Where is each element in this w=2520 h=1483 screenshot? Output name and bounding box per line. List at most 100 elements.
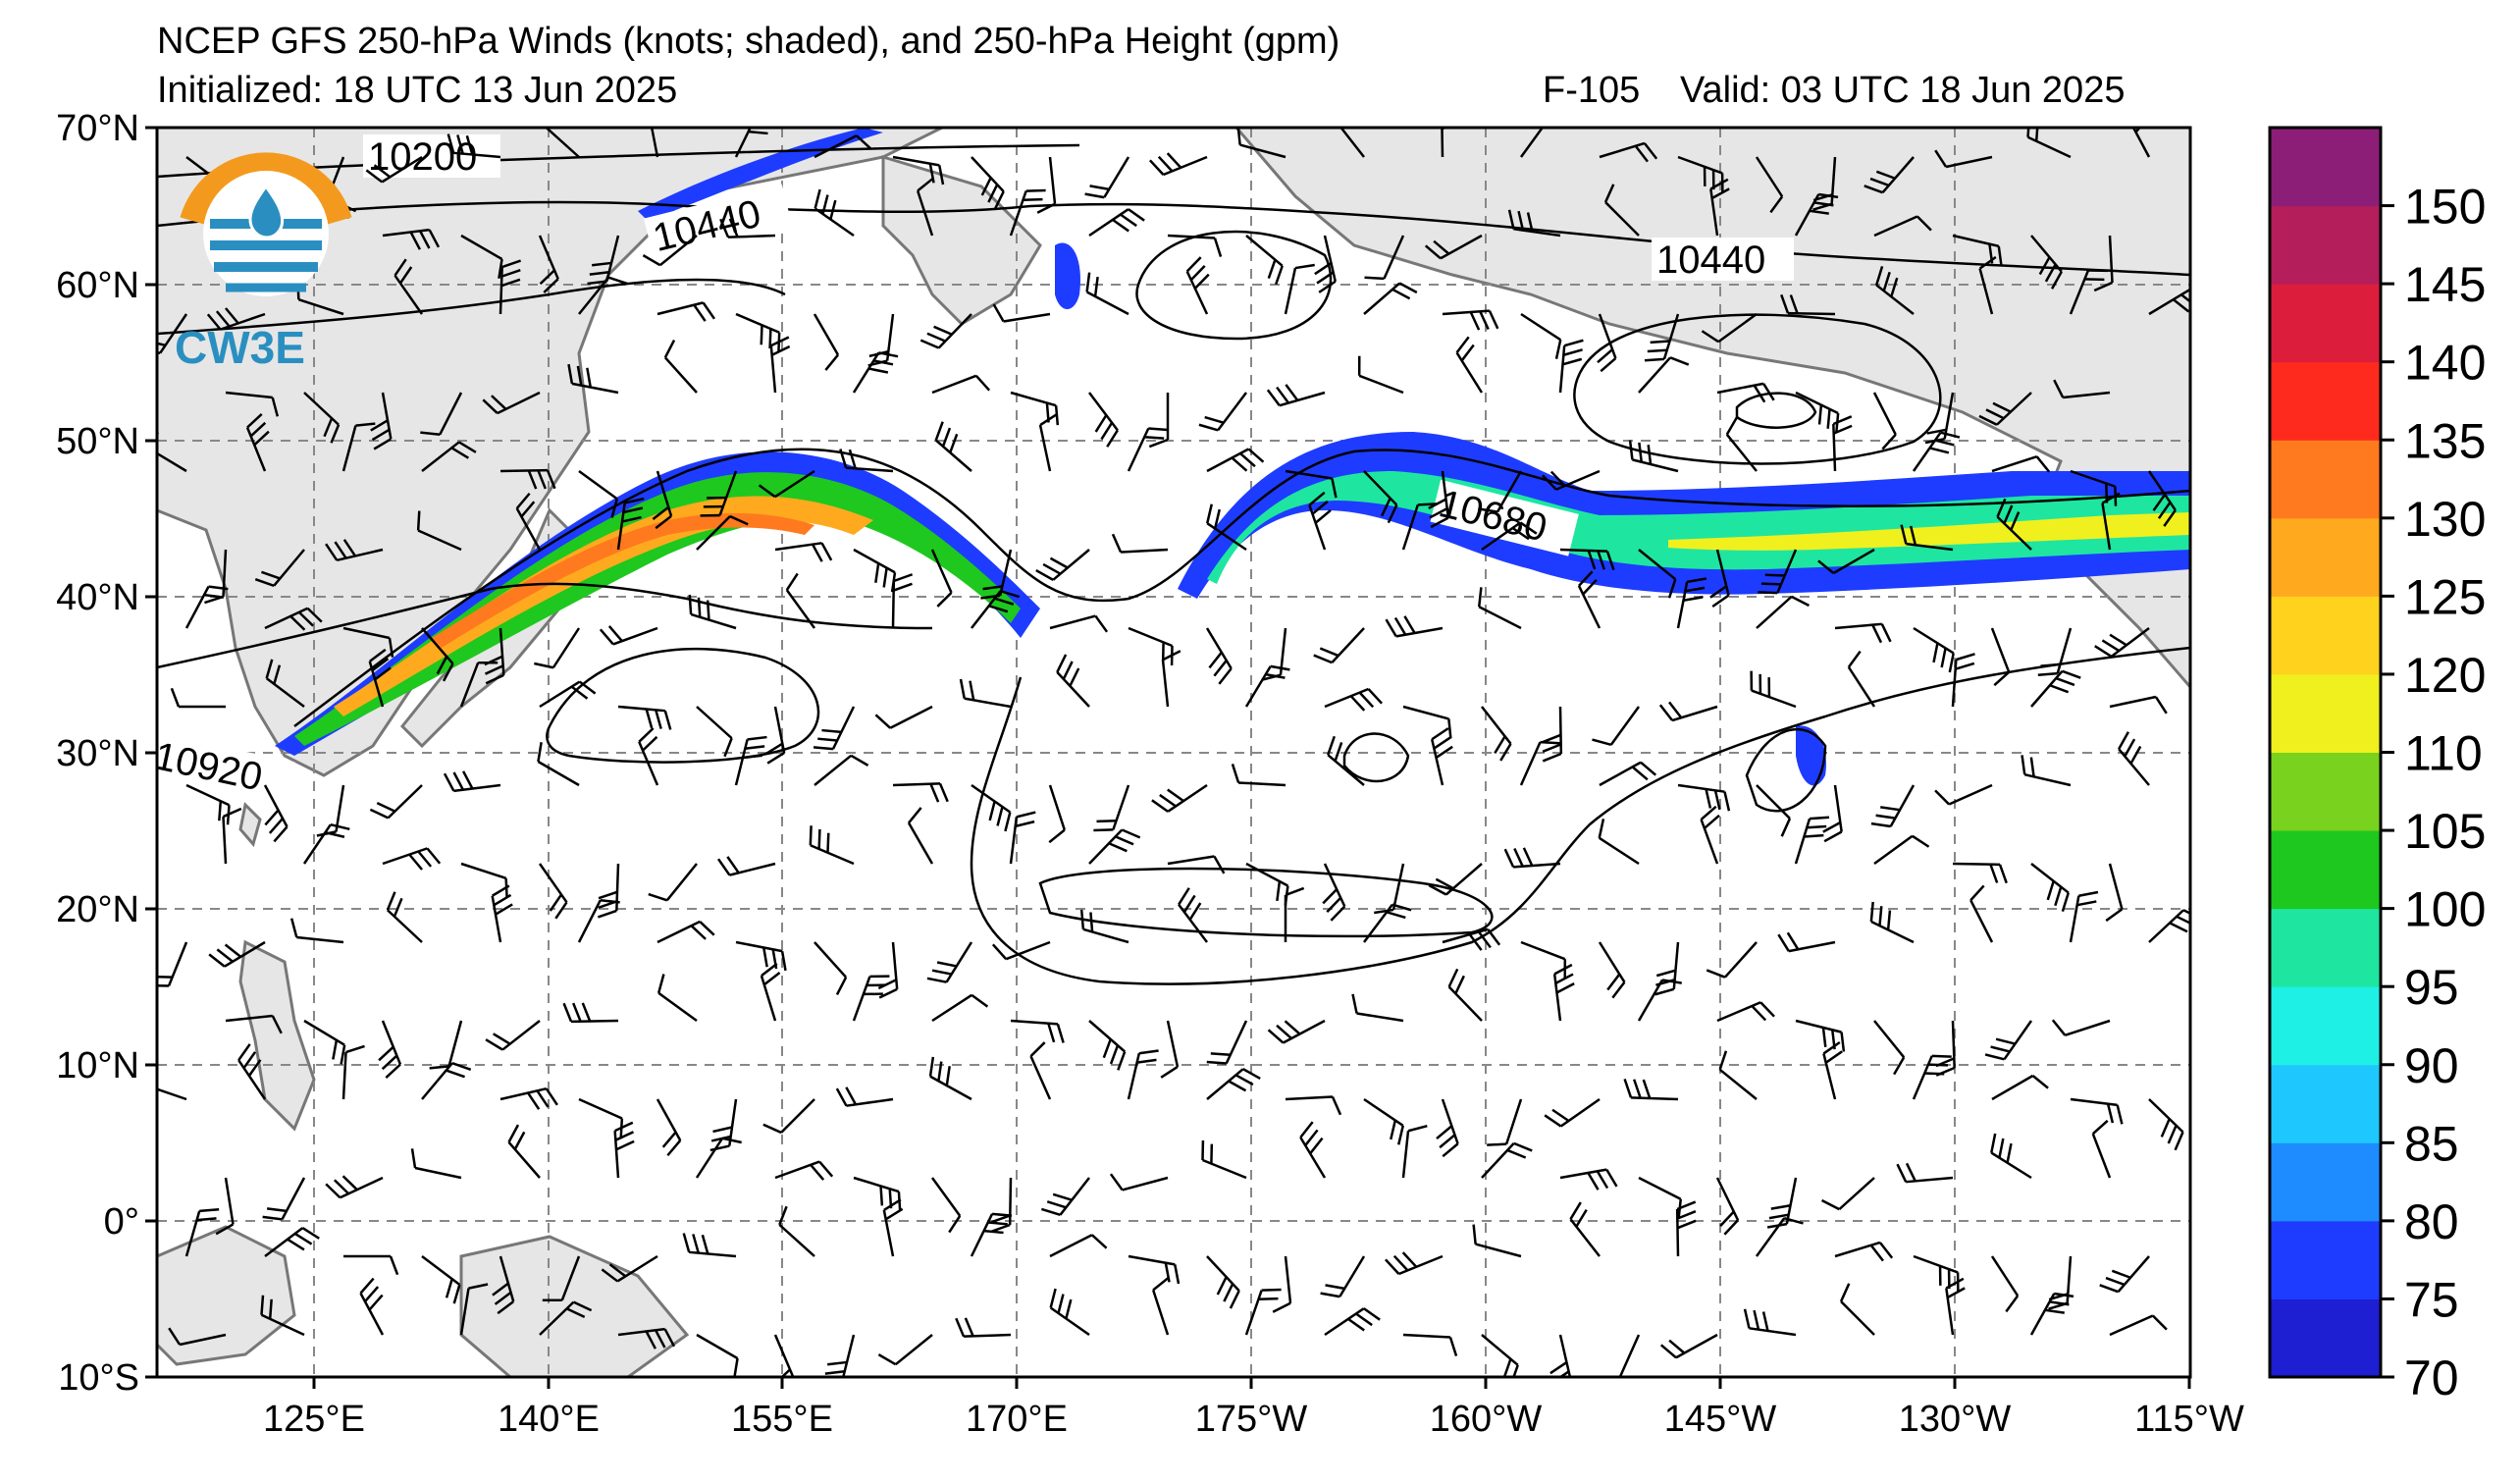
wind-barb xyxy=(1913,626,1955,673)
lon-label: 160°W xyxy=(1430,1399,1543,1440)
wind-barb xyxy=(1178,887,1208,943)
wind-barb xyxy=(1363,282,1418,315)
wind-barb xyxy=(638,727,659,786)
forecast-hour: F-105 xyxy=(1543,70,1641,111)
wind-barb xyxy=(1036,156,1057,214)
wind-barb xyxy=(341,1044,365,1100)
colorbar-label: 150 xyxy=(2404,180,2486,235)
wind-barb xyxy=(562,1002,619,1024)
lat-label: 10°N xyxy=(56,1045,139,1086)
wind-barb xyxy=(542,1255,581,1302)
wind-barb xyxy=(764,706,786,765)
wind-barb xyxy=(386,891,423,943)
wind-barb xyxy=(1552,963,1575,1022)
wind-barb xyxy=(370,392,393,450)
lat-label: 10°S xyxy=(58,1357,139,1399)
wind-barb xyxy=(696,706,733,758)
wind-barb xyxy=(537,742,580,787)
wind-barb xyxy=(1088,208,1145,238)
wind-barb xyxy=(1519,740,1560,786)
wind-barb xyxy=(877,1334,933,1366)
wind-barb xyxy=(2099,1255,2150,1294)
wind-barb xyxy=(1127,1049,1159,1100)
colorbar-label: 120 xyxy=(2404,648,2486,703)
colorbar-segment xyxy=(2270,752,2381,831)
wind-barb xyxy=(1599,141,1658,163)
wind-barb xyxy=(2030,235,2063,290)
wind-barb xyxy=(1507,209,1561,238)
wind-barb xyxy=(1231,764,1286,787)
wind-barb xyxy=(1542,469,1601,491)
wind-barb xyxy=(1351,993,1404,1023)
lat-label: 0° xyxy=(104,1201,139,1243)
wind-barb xyxy=(225,391,280,417)
wind-barb xyxy=(485,1020,541,1051)
wind-barb xyxy=(206,307,266,331)
wind-barb xyxy=(1285,469,1338,499)
wind-barb xyxy=(341,422,376,472)
wind-barb xyxy=(184,585,229,629)
wind-barb xyxy=(814,754,869,786)
wind-barb xyxy=(1084,156,1130,199)
wind-barb xyxy=(650,128,659,158)
wind-barb xyxy=(369,784,423,820)
wind-barb xyxy=(971,156,1005,210)
wind-barb xyxy=(2091,1119,2112,1179)
lat-label: 20°N xyxy=(56,889,139,930)
wind-barb xyxy=(1984,1020,2033,1061)
wind-barb xyxy=(1874,265,1915,315)
chart-title: NCEP GFS 250-hPa Winds (knots; shaded), … xyxy=(157,21,1340,62)
wind-barb xyxy=(1009,188,1046,237)
wind-barb xyxy=(656,920,715,944)
wind-barb xyxy=(1088,392,1119,448)
wind-barb xyxy=(222,807,242,865)
wind-barb xyxy=(394,258,424,315)
wind-barb xyxy=(1441,128,1448,158)
wind-barb xyxy=(1401,503,1438,551)
wind-barb xyxy=(1755,1216,1804,1257)
wind-barb xyxy=(1638,549,1677,599)
colorbar-label: 100 xyxy=(2404,882,2486,937)
wind-barb xyxy=(1487,1098,1523,1146)
wind-barb xyxy=(168,1327,227,1347)
wind-barb xyxy=(1048,784,1067,844)
wind-barb xyxy=(1430,727,1453,786)
wind-barb xyxy=(1780,293,1836,316)
wind-barb xyxy=(1088,828,1141,865)
wind-barb xyxy=(1363,1097,1405,1145)
wind-barb xyxy=(1056,654,1090,708)
wind-barb xyxy=(499,468,556,490)
logo-text: CW3E xyxy=(175,322,305,373)
colorbar-segment xyxy=(2270,284,2381,363)
contour-label-10440-east: 10440 xyxy=(1656,238,1765,282)
wind-barb xyxy=(1700,805,1720,865)
wind-barb xyxy=(2109,1314,2168,1337)
wind-barb xyxy=(443,770,501,793)
wind-barb xyxy=(225,1014,283,1034)
wind-barb xyxy=(1832,415,1853,472)
wind-barb xyxy=(491,884,513,943)
wind-barb xyxy=(930,1177,962,1234)
land-masses xyxy=(157,128,2190,1377)
wind-barb xyxy=(302,822,350,865)
wind-barb xyxy=(578,276,628,315)
wind-barb xyxy=(1952,862,2008,884)
wind-barb xyxy=(1945,1277,1966,1336)
wind-barb xyxy=(482,391,541,415)
wind-barb xyxy=(2070,1097,2124,1125)
wind-barb xyxy=(157,313,188,355)
wind-barb xyxy=(839,449,894,473)
wind-barb xyxy=(1709,549,1730,609)
wind-barb xyxy=(696,1333,739,1377)
wind-barb xyxy=(1285,1095,1342,1116)
wind-barb xyxy=(2094,627,2150,658)
wind-barb xyxy=(882,1198,904,1257)
wind-barb xyxy=(1503,847,1561,869)
colorbar-label: 105 xyxy=(2404,804,2486,859)
colorbar-label: 110 xyxy=(2404,726,2483,781)
wind-barb xyxy=(1167,234,1223,257)
colorbar-label: 90 xyxy=(2404,1038,2459,1093)
wind-barb xyxy=(1284,886,1305,942)
wind-barb xyxy=(1206,1068,1261,1100)
wind-barb xyxy=(617,705,672,730)
